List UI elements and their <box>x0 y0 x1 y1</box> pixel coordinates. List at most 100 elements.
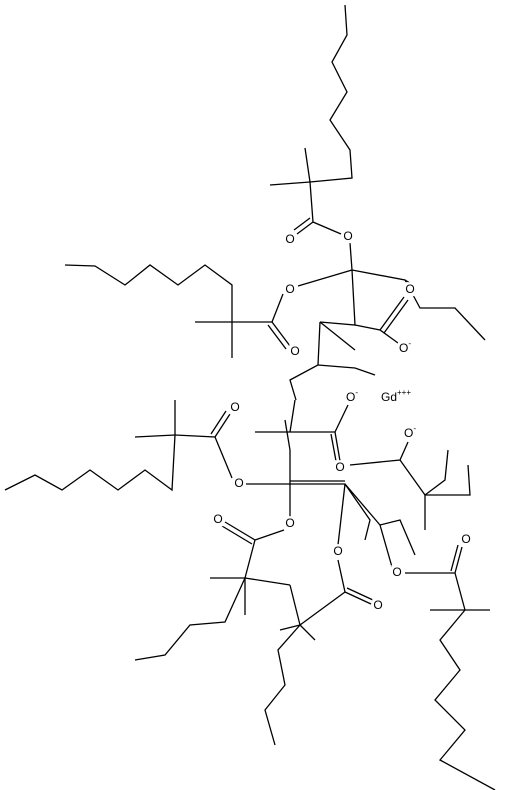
atom-symbol: O <box>461 532 470 546</box>
bond <box>134 577 246 661</box>
atom: O- <box>346 388 358 404</box>
bond <box>383 299 409 334</box>
atom-symbol: O <box>290 344 299 358</box>
atom-background <box>379 388 413 405</box>
atom-charge: - <box>355 388 358 397</box>
bond <box>232 293 284 323</box>
bond <box>299 624 316 641</box>
atom-background <box>404 282 416 297</box>
bond <box>309 181 342 235</box>
atom-symbol: O <box>404 426 413 440</box>
bond <box>379 524 393 568</box>
bond <box>290 483 381 526</box>
atom: O <box>213 512 222 526</box>
atom-background <box>402 424 418 441</box>
atom: O <box>373 598 382 612</box>
atom-background <box>391 565 403 580</box>
atom: O <box>234 476 243 490</box>
atom: O <box>230 400 239 414</box>
bond <box>351 269 486 341</box>
bond <box>214 413 231 438</box>
atom-background <box>284 232 296 247</box>
bond <box>304 147 311 183</box>
bond <box>269 181 311 186</box>
bond <box>317 364 376 376</box>
bond <box>319 321 356 351</box>
atom-background <box>334 460 346 475</box>
atom: O <box>285 232 294 246</box>
atom-symbol: O <box>373 598 382 612</box>
bond <box>337 483 346 546</box>
bond <box>434 609 496 790</box>
bond <box>299 559 346 626</box>
bond <box>289 321 321 401</box>
atom-symbol: O <box>392 565 401 579</box>
atom: O <box>461 532 470 546</box>
bond <box>224 521 256 541</box>
bond <box>271 321 291 347</box>
bond <box>349 242 353 271</box>
bonds <box>4 4 496 790</box>
bond <box>379 519 416 556</box>
bond <box>424 449 449 496</box>
bond <box>289 584 301 626</box>
atom-background <box>284 516 296 531</box>
atom-background <box>344 388 360 405</box>
atom-symbol: O <box>213 512 222 526</box>
atom: O <box>290 344 299 358</box>
bond <box>221 525 253 545</box>
bond <box>379 296 405 331</box>
bond <box>344 483 371 541</box>
bond <box>244 577 291 586</box>
atom-background <box>284 282 296 297</box>
bond <box>296 221 314 235</box>
atom-symbol: O <box>399 341 408 355</box>
atom-charge: +++ <box>397 388 411 397</box>
bond <box>64 264 233 322</box>
bond <box>330 433 337 462</box>
bond <box>4 434 176 492</box>
bond <box>297 269 353 287</box>
bond <box>425 464 471 496</box>
atom: O <box>285 282 294 296</box>
bond <box>454 546 463 574</box>
atom-symbol: Gd <box>381 390 397 404</box>
atom-background <box>397 339 413 356</box>
atom-background <box>212 512 224 527</box>
bond <box>264 624 301 746</box>
bond <box>293 217 311 231</box>
atom-symbol: O <box>285 282 294 296</box>
atom: O- <box>404 424 416 440</box>
atom: O <box>405 282 414 296</box>
atom-background <box>233 476 245 491</box>
atom-background <box>289 344 301 359</box>
bond <box>255 404 349 433</box>
bond <box>210 410 227 435</box>
atom: O <box>333 544 342 558</box>
atom: O- <box>399 339 411 355</box>
atom-symbol: O <box>234 476 243 490</box>
bond <box>399 459 426 496</box>
atom-symbol: O <box>346 390 355 404</box>
bond <box>354 324 399 344</box>
bond <box>267 324 287 350</box>
atom: O <box>392 565 401 579</box>
bond <box>405 572 466 611</box>
bond <box>349 441 409 466</box>
atom-background <box>372 598 384 613</box>
atom: O <box>335 460 344 474</box>
atom-charge: - <box>413 424 416 433</box>
atom-symbol: O <box>333 544 342 558</box>
atom-symbol: O <box>285 516 294 530</box>
atom-background <box>460 532 472 547</box>
atom-symbol: O <box>335 460 344 474</box>
atom-symbol: O <box>405 282 414 296</box>
bond <box>334 431 341 462</box>
atom: Gd+++ <box>381 388 411 404</box>
atom-background <box>229 400 241 415</box>
atom: O <box>285 516 294 530</box>
bond <box>450 544 459 572</box>
